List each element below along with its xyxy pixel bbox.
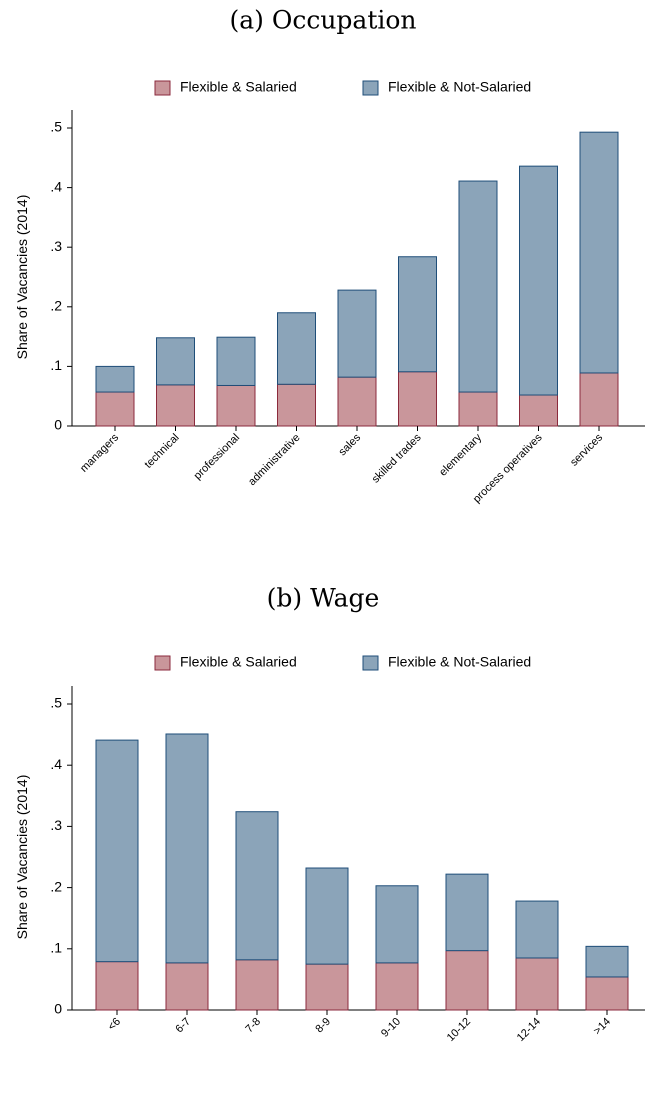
x-tick-label: 6-7 <box>173 1016 193 1036</box>
bar-segment <box>515 900 559 959</box>
x-tick-label: <6 <box>106 1016 123 1033</box>
legend-label: Flexible & Not-Salaried <box>388 79 531 95</box>
bar-segment <box>95 961 139 1011</box>
y-tick-label: .4 <box>50 756 62 772</box>
y-axis-label: Share of Vacancies (2014) <box>14 775 30 940</box>
bar-segment <box>398 371 437 427</box>
bar-segment <box>305 963 349 1011</box>
y-tick-label: 0 <box>54 1001 62 1017</box>
x-tick-label: 9-10 <box>379 1016 403 1040</box>
bar-segment <box>585 976 629 1011</box>
y-tick-label: .3 <box>50 817 62 833</box>
bar-segment <box>156 384 195 427</box>
x-tick-label: process operatives <box>471 431 545 505</box>
y-tick-label: .1 <box>50 357 62 373</box>
y-tick-label: .1 <box>50 940 62 956</box>
bar-segment <box>458 391 498 427</box>
bar-segment <box>579 372 619 427</box>
y-axis-label: Share of Vacancies (2014) <box>14 195 30 360</box>
bar-segment <box>216 384 256 427</box>
bar-segment <box>458 180 498 393</box>
bar-segment <box>156 337 195 386</box>
x-tick-label: >14 <box>591 1016 613 1038</box>
x-tick-label: skilled trades <box>370 431 424 485</box>
bar-segment <box>375 885 419 964</box>
legend-label: Flexible & Not-Salaried <box>388 654 531 670</box>
legend-swatch <box>154 80 171 96</box>
legend-swatch <box>362 80 379 96</box>
y-tick-label: .5 <box>50 119 62 135</box>
bar-segment <box>165 962 209 1011</box>
y-tick-label: .2 <box>50 878 62 894</box>
bar-segment <box>337 376 377 427</box>
bar-segment <box>519 165 558 396</box>
y-tick-label: .3 <box>50 238 62 254</box>
legend-label: Flexible & Salaried <box>180 654 297 670</box>
bar-segment <box>277 383 316 427</box>
y-tick-label: 0 <box>54 417 62 433</box>
x-tick-label: elementary <box>437 431 484 478</box>
x-tick-label: 12-14 <box>515 1016 543 1044</box>
x-tick-label: services <box>568 431 605 468</box>
bar-segment <box>445 873 489 952</box>
bar-segment <box>95 365 135 393</box>
bar-segment <box>305 867 349 965</box>
x-tick-label: administrative <box>246 432 302 488</box>
bar-segment <box>445 950 489 1011</box>
x-tick-label: 8-9 <box>313 1016 333 1036</box>
bar-segment <box>216 336 256 386</box>
x-tick-label: technical <box>142 432 181 471</box>
bar-segment <box>519 394 558 427</box>
x-tick-label: 7-8 <box>243 1016 263 1036</box>
bar-segment <box>337 289 377 378</box>
bar-segment <box>235 959 279 1011</box>
bar-segment <box>375 962 419 1011</box>
bar-segment <box>277 312 316 385</box>
x-tick-label: professional <box>192 432 242 482</box>
x-tick-label: sales <box>336 431 363 458</box>
x-tick-label: managers <box>78 431 121 474</box>
legend-swatch <box>154 655 171 671</box>
chart-title: (b) Wage <box>267 584 380 613</box>
y-tick-label: .2 <box>50 298 62 314</box>
bar-segment <box>398 256 437 373</box>
legend-swatch <box>362 655 379 671</box>
bar-segment <box>235 811 279 961</box>
chart-title: (a) Occupation <box>229 6 416 35</box>
bar-segment <box>95 391 135 427</box>
bar-segment <box>515 957 559 1011</box>
y-tick-label: .5 <box>50 695 62 711</box>
bar-segment <box>165 733 209 964</box>
x-tick-label: 10-12 <box>445 1016 473 1044</box>
legend-label: Flexible & Salaried <box>180 79 297 95</box>
bar-segment <box>585 945 629 978</box>
bar-segment <box>579 131 619 374</box>
bar-segment <box>95 739 139 963</box>
y-tick-label: .4 <box>50 178 62 194</box>
